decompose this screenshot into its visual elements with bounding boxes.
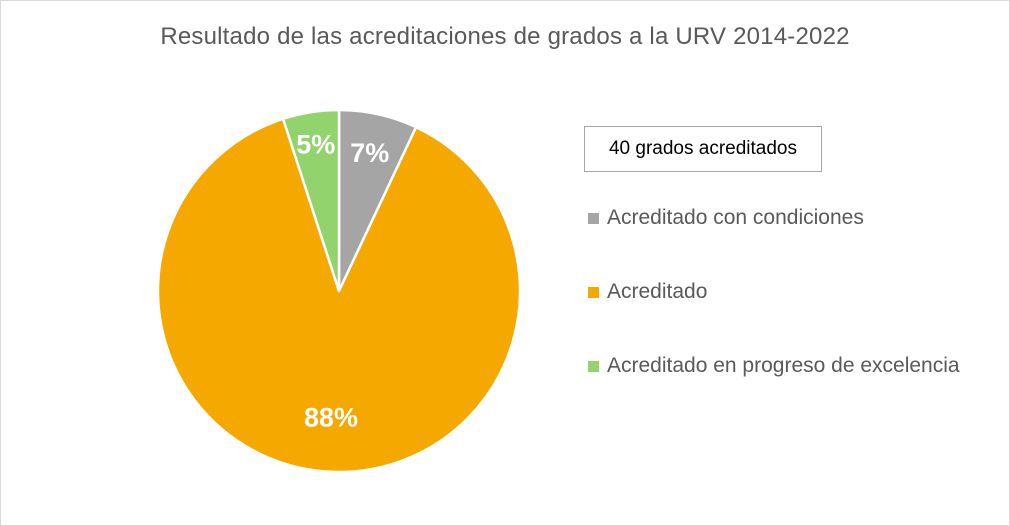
legend-label: Acreditado con condiciones	[607, 206, 864, 229]
total-note-text: 40 grados acreditados	[608, 138, 797, 159]
pie-slice	[281, 108, 341, 293]
slice-data-label: 7%	[350, 138, 389, 168]
legend-label: Acreditado en progreso de excelencia	[607, 354, 960, 377]
slice-data-label: 88%	[304, 402, 358, 432]
legend-swatch	[588, 286, 599, 298]
legend-swatch	[588, 360, 599, 372]
legend: Acreditado con condiciones Acreditado Ac…	[588, 201, 960, 423]
chart-title: Resultado de las acreditaciones de grado…	[160, 23, 850, 50]
legend-label: Acreditado	[607, 280, 708, 303]
legend-item-excelencia: Acreditado en progreso de excelencia	[588, 349, 960, 383]
slice-data-label: 5%	[296, 129, 335, 159]
legend-item-acreditado: Acreditado	[588, 275, 960, 309]
total-note-box: 40 grados acreditados	[584, 126, 822, 172]
pie-slice	[156, 117, 522, 474]
legend-item-con-condiciones: Acreditado con condiciones	[588, 201, 960, 235]
legend-swatch	[588, 212, 599, 224]
